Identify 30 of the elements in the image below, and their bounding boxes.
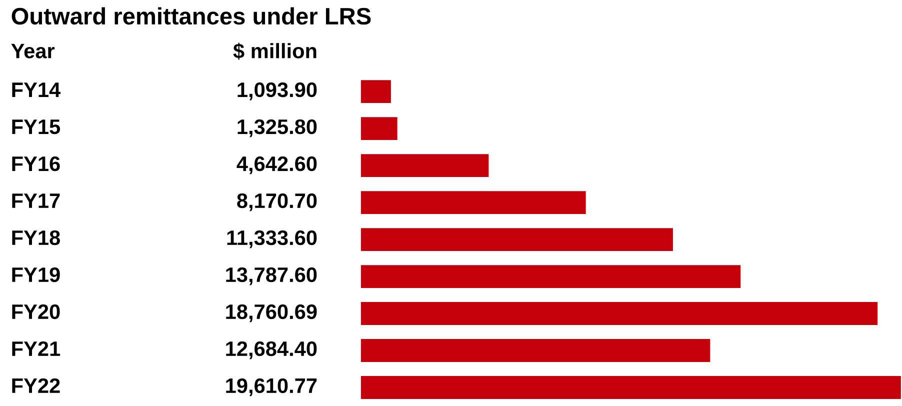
data-label: 12,684.40: [226, 341, 317, 360]
bar: [360, 117, 398, 140]
data-label: 19,610.77: [226, 378, 317, 396]
y-tick-label: FY21: [12, 341, 60, 356]
bar: [360, 376, 901, 399]
bar: [360, 80, 391, 104]
chart-title: Outward remittances under LRS: [12, 7, 371, 25]
y-tick-label: FY16: [12, 156, 60, 172]
y-tick-label: FY19: [12, 267, 60, 282]
bar: [360, 302, 878, 325]
data-label: 13,787.60: [226, 267, 317, 286]
y-tick-label: FY14: [12, 82, 61, 97]
data-label: 1,325.80: [238, 119, 317, 138]
bar: [360, 265, 741, 288]
text: $ million: [233, 42, 316, 60]
bar: [360, 339, 710, 362]
data-label: 11,333.60: [227, 230, 317, 248]
bar: [360, 228, 673, 252]
y-tick-label: FY20: [12, 304, 60, 320]
text: Year: [11, 44, 55, 58]
y-tick-label: FY15: [12, 120, 60, 134]
bar: [360, 191, 586, 214]
data-label: 8,170.70: [237, 193, 317, 212]
data-label: 18,760.69: [226, 304, 317, 322]
y-tick-label: FY18: [12, 230, 60, 246]
data-label: 4,642.60: [236, 156, 317, 174]
y-tick-label: FY17: [12, 194, 60, 208]
bar: [360, 154, 489, 178]
y-tick-label: FY22: [12, 378, 60, 393]
data-label: 1,093.90: [238, 82, 317, 100]
